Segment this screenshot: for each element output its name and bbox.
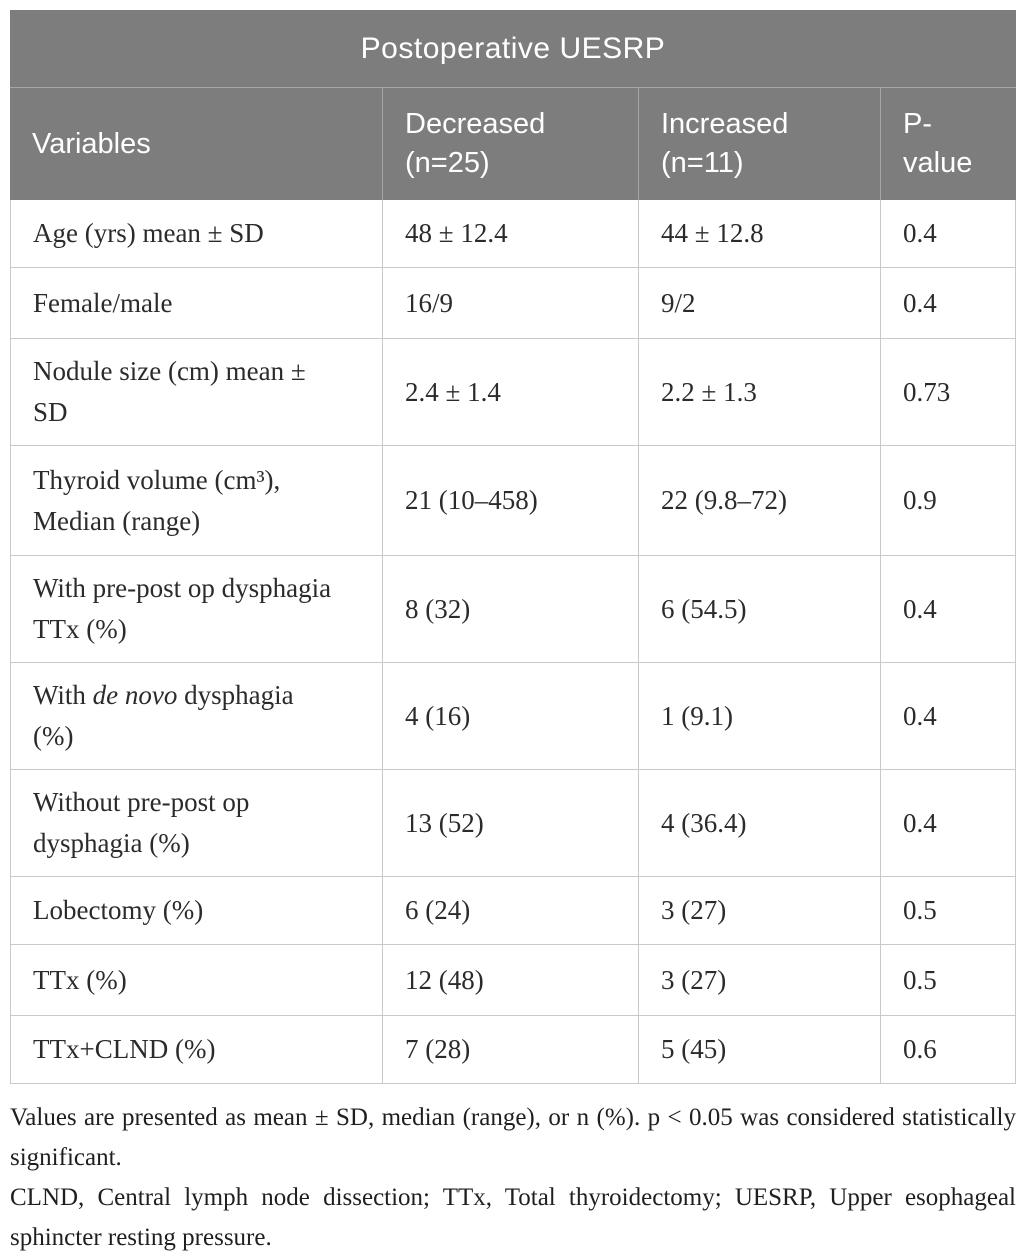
cell-decreased: 48 ± 12.4 [382, 200, 638, 267]
footnote-abbreviations: CLND, Central lymph node dissection; TTx… [10, 1184, 1016, 1251]
cell-decreased: 4 (16) [382, 663, 638, 769]
table-row-with-pre-post-op-dysphagia: With pre-post op dysphagia TTx (%) 8 (32… [11, 555, 1015, 662]
cell-decreased: 8 (32) [382, 556, 638, 662]
cell-p-value: 0.5 [880, 945, 1015, 1015]
row-label: With pre-post op dysphagia TTx (%) [33, 573, 332, 644]
row-label: TTx (%) [33, 964, 127, 995]
table-row-de-novo-dysphagia: With de novo dysphagia (%) 4 (16) 1 (9.1… [11, 662, 1015, 769]
cell-increased: 2.2 ± 1.3 [638, 339, 880, 445]
cell-increased: 1 (9.1) [638, 663, 880, 769]
postoperative-uesrp-table: Postoperative UESRP Variables Decreased … [10, 10, 1016, 1084]
cell-p-value: 0.9 [880, 446, 1015, 555]
row-label: Thyroid volume (cm³), Median (range) [33, 464, 281, 536]
cell-increased: 22 (9.8–72) [638, 446, 880, 555]
row-label: Lobectomy (%) [33, 895, 204, 925]
cell-decreased: 12 (48) [382, 945, 638, 1015]
table-column-headers: Variables Decreased (n=25) Increased (n=… [10, 88, 1016, 200]
table-row-female-male: Female/male 16/9 9/2 0.4 [11, 267, 1015, 338]
table-row-thyroid-volume: Thyroid volume (cm³), Median (range) 21 … [11, 445, 1015, 555]
column-header-label: Variables [32, 127, 151, 160]
column-header-increased: Increased (n=11) [638, 88, 880, 200]
column-header-label: Increased (n=11) [661, 108, 789, 179]
column-header-label: P-value [903, 108, 973, 179]
table-footnotes: Values are presented as mean ± SD, media… [10, 1098, 1016, 1258]
cell-decreased: 2.4 ± 1.4 [382, 339, 638, 445]
cell-increased: 3 (27) [638, 945, 880, 1015]
cell-p-value: 0.4 [880, 268, 1015, 338]
cell-p-value: 0.6 [880, 1016, 1015, 1083]
row-label: Age (yrs) mean ± SD [33, 218, 264, 248]
column-header-p-value: P-value [880, 88, 1016, 200]
row-label: Without pre-post op dysphagia (%) [33, 787, 250, 858]
cell-increased: 9/2 [638, 268, 880, 338]
table-row-age: Age (yrs) mean ± SD 48 ± 12.4 44 ± 12.8 … [11, 200, 1015, 267]
cell-p-value: 0.73 [880, 339, 1015, 445]
row-label: Nodule size (cm) mean ± SD [33, 356, 306, 427]
cell-increased: 4 (36.4) [638, 770, 880, 876]
cell-decreased: 6 (24) [382, 877, 638, 944]
de-novo-italic: de novo [92, 680, 178, 710]
row-label: TTx+CLND (%) [33, 1034, 216, 1064]
table-row-nodule-size: Nodule size (cm) mean ± SD 2.4 ± 1.4 2.2… [11, 338, 1015, 445]
row-label: Female/male [33, 287, 173, 318]
cell-decreased: 7 (28) [382, 1016, 638, 1083]
table-row-ttx: TTx (%) 12 (48) 3 (27) 0.5 [11, 944, 1015, 1015]
row-label-text: With de novo dysphagia (%) [33, 680, 294, 751]
column-header-label: Decreased (n=25) [405, 108, 546, 179]
table-row-lobectomy: Lobectomy (%) 6 (24) 3 (27) 0.5 [11, 876, 1015, 944]
cell-p-value: 0.4 [880, 663, 1015, 769]
cell-increased: 3 (27) [638, 877, 880, 944]
cell-p-value: 0.5 [880, 877, 1015, 944]
row-label: With de novo dysphagia (%) [11, 663, 382, 769]
cell-p-value: 0.4 [880, 200, 1015, 267]
table-title: Postoperative UESRP [360, 31, 666, 65]
cell-increased: 5 (45) [638, 1016, 880, 1083]
cell-p-value: 0.4 [880, 556, 1015, 662]
column-header-variables: Variables [10, 88, 382, 200]
cell-increased: 6 (54.5) [638, 556, 880, 662]
cell-p-value: 0.4 [880, 770, 1015, 876]
table-title-bar: Postoperative UESRP [10, 10, 1016, 88]
table-row-ttx-clnd: TTx+CLND (%) 7 (28) 5 (45) 0.6 [11, 1015, 1015, 1083]
cell-decreased: 21 (10–458) [382, 446, 638, 555]
table-body: Age (yrs) mean ± SD 48 ± 12.4 44 ± 12.8 … [10, 200, 1016, 1084]
footnote-values-legend: Values are presented as mean ± SD, media… [10, 1104, 1016, 1171]
column-header-decreased: Decreased (n=25) [382, 88, 638, 200]
cell-decreased: 13 (52) [382, 770, 638, 876]
table-row-without-pre-post-op-dysphagia: Without pre-post op dysphagia (%) 13 (52… [11, 769, 1015, 876]
cell-decreased: 16/9 [382, 268, 638, 338]
cell-increased: 44 ± 12.8 [638, 200, 880, 267]
